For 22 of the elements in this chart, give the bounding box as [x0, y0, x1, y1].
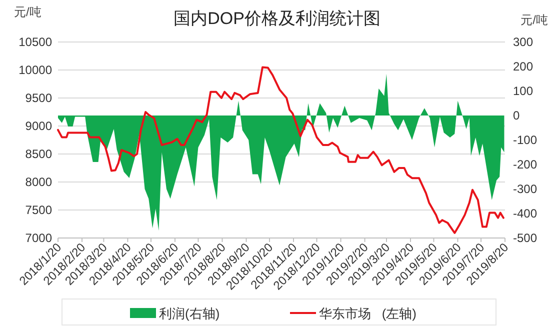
y2-tick-label: -400 — [513, 206, 538, 220]
y2-tick-label: 200 — [513, 60, 534, 74]
y2-tick-label: -100 — [513, 133, 538, 147]
legend-label: 华东市场 (左轴) — [319, 306, 416, 321]
y-tick-label: 9500 — [25, 91, 52, 105]
y-tick-label: 9000 — [25, 119, 52, 133]
y2-axis-title: 元/吨 — [520, 13, 548, 27]
y2-tick-label: 300 — [513, 35, 534, 49]
y2-tick-label: -200 — [513, 158, 538, 172]
y2-tick-label: 0 — [513, 108, 520, 122]
chart-title: 国内DOP价格及利润统计图 — [174, 9, 380, 28]
y-tick-label: 7000 — [25, 231, 52, 245]
y-axis-title: 元/吨 — [14, 5, 42, 19]
y-tick-label: 10500 — [18, 35, 52, 49]
y-tick-label: 10000 — [18, 63, 52, 77]
y2-tick-label: -300 — [513, 182, 538, 196]
y2-tick-label: -500 — [513, 231, 538, 245]
y-tick-label: 7500 — [25, 203, 52, 217]
y-tick-label: 8000 — [25, 175, 52, 189]
legend-label: 利润(右轴) — [159, 306, 220, 321]
y2-tick-label: 100 — [513, 84, 534, 98]
y-tick-label: 8500 — [25, 147, 52, 161]
